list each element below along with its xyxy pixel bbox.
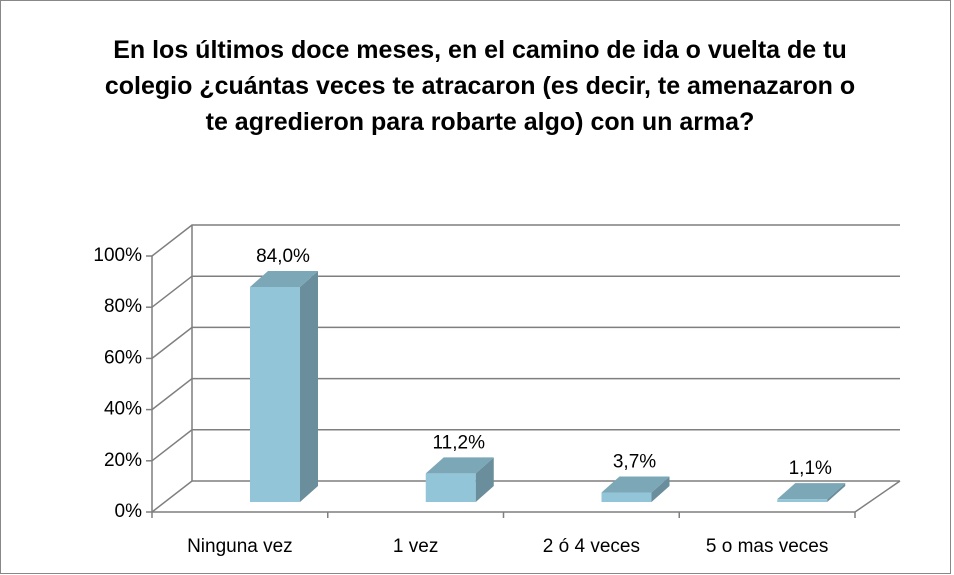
bar-front [777,499,828,502]
bar-side [651,476,670,502]
bar-side [827,483,846,502]
grid-line [151,377,900,411]
bar-front [425,473,476,502]
grid-line [151,429,900,462]
grid-line [151,275,900,308]
x-tick-label: 5 o mas veces [706,536,829,557]
bar-side [475,457,494,502]
x-tick-label: Ninguna vez [187,536,293,557]
grid-line [151,224,900,257]
y-tick-label: 20% [104,450,142,471]
bar-front [250,286,300,502]
x-tick-label: 1 vez [393,536,438,557]
y-tick-label: 80% [104,296,142,317]
floor-edge [854,480,901,513]
bar-top [777,483,846,500]
bar-front [601,492,652,502]
y-tick-label: 40% [104,399,142,420]
grid-line [151,326,900,359]
bar-top [425,457,494,474]
chart-title: En los últimos doce meses, en el camino … [104,36,856,136]
value-label: 1,1% [789,458,832,479]
bar-top [601,476,670,493]
value-label: 3,7% [613,452,656,473]
value-label: 11,2% [433,432,486,453]
y-tick-label: 60% [104,347,142,368]
bar-side [300,270,318,502]
bar-top [250,270,318,287]
value-label: 84,0% [256,246,310,267]
x-tick-label: 2 ó 4 veces [543,536,640,557]
y-tick-label: 100% [93,245,142,266]
y-tick-label: 0% [115,501,143,522]
